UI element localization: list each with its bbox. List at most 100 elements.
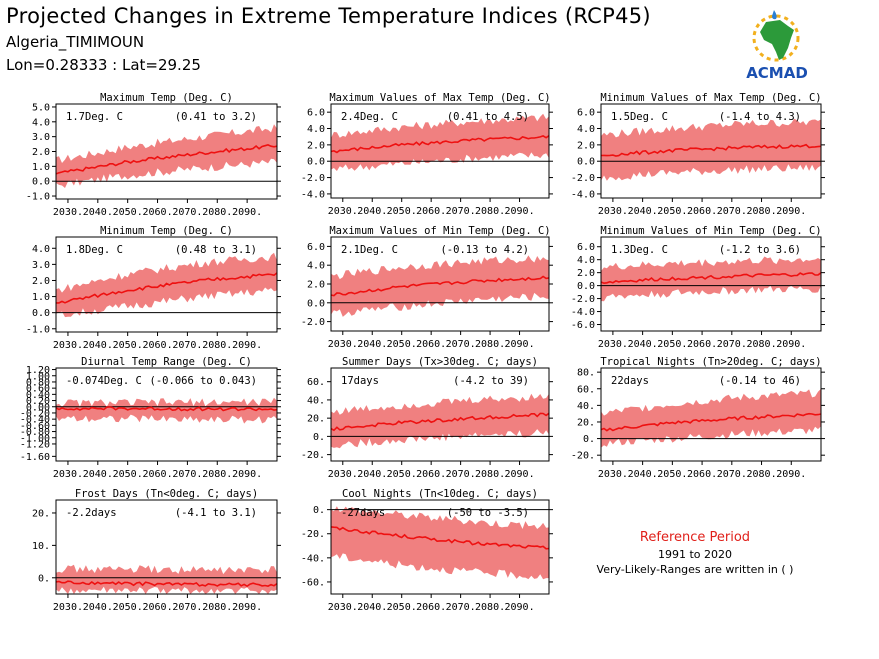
x-tick-label: 2080.	[202, 340, 232, 351]
mean-change-label: -27days	[341, 507, 385, 519]
y-tick-label: 2.0	[577, 268, 595, 279]
mean-series-line	[56, 272, 278, 304]
mean-series-line	[330, 526, 550, 550]
y-tick-label: 0.0	[577, 157, 595, 168]
y-tick-label: 2.0	[307, 280, 325, 291]
chart-panel: -20.0.20.40.60.80.2030. 2040. 2050. 2060. 20…	[571, 356, 825, 480]
y-tick-label: -2.0	[571, 173, 595, 184]
y-tick-label: 0.20	[26, 396, 50, 407]
x-tick-label: 2040.	[83, 340, 113, 351]
plot-frame	[600, 103, 822, 199]
chart-title: Frost Days (Tn<0deg. C; days)	[75, 488, 258, 500]
likely-range-label: (0.41 to 4.5)	[447, 111, 529, 123]
x-tick-label: 2030.	[53, 207, 83, 218]
y-tick-label: -4.0	[301, 189, 325, 200]
mean-change-label: 2.4Deg. C	[341, 111, 398, 123]
page-title: Projected Changes in Extreme Temperature…	[6, 4, 651, 28]
x-tick-label: 2090.	[504, 602, 534, 613]
x-tick-label: 2060.	[416, 602, 446, 613]
y-tick-label: -4.0	[571, 307, 595, 318]
mean-series-line	[55, 144, 278, 175]
x-tick-label: 2070.	[446, 602, 476, 613]
chart-title: Cool Nights (Tn<10deg. C; days)	[342, 488, 538, 500]
x-tick-label: 2040.	[83, 469, 113, 480]
x-tick-label: 2070.	[717, 206, 747, 217]
likely-range-label: (0.48 to 3.1)	[175, 244, 257, 256]
x-tick-label: 2090.	[504, 206, 534, 217]
x-tick-label: 2050.	[387, 469, 417, 480]
y-tick-label: 20.	[577, 417, 595, 428]
y-tick-label: 60.	[307, 377, 325, 388]
y-tick-label: 20.	[32, 508, 50, 519]
x-tick-label: 2040.	[83, 602, 113, 613]
y-tick-label: 0.40	[26, 390, 50, 401]
y-tick-label: 0.00	[26, 402, 50, 413]
x-tick-label: 2030.	[598, 206, 628, 217]
y-tick-label: 1.20	[26, 365, 50, 376]
x-tick-label: 2030.	[598, 469, 628, 480]
y-tick-label: 0.	[313, 505, 325, 516]
x-tick-label: 2090.	[232, 340, 262, 351]
x-tick-label: 2030.	[53, 469, 83, 480]
x-tick-label: 2030.	[328, 339, 358, 350]
ranges-note: Very-Likely-Ranges are written in ( )	[596, 563, 794, 576]
x-tick-label: 2060.	[416, 339, 446, 350]
mean-series-line	[330, 412, 550, 432]
mean-series-line	[600, 143, 822, 157]
y-tick-label: 0.0	[307, 298, 325, 309]
x-tick-label: 2090.	[232, 207, 262, 218]
mean-change-label: 2.1Deg. C	[341, 244, 398, 256]
plot-frame	[55, 499, 278, 595]
y-tick-label: -20.	[571, 451, 595, 462]
mean-change-label: 1.8Deg. C	[66, 244, 123, 256]
y-tick-label: 2.0	[32, 147, 50, 158]
y-tick-label: -2.0	[571, 294, 595, 305]
y-tick-label: 4.0	[32, 244, 50, 255]
x-tick-label: 2060.	[687, 206, 717, 217]
y-tick-label: 6.0	[577, 242, 595, 253]
uncertainty-band	[601, 388, 821, 448]
y-tick-label: 3.0	[32, 132, 50, 143]
y-tick-label: -0.20	[20, 408, 50, 419]
mean-change-label: 1.7Deg. C	[66, 111, 123, 123]
africa-map-icon	[760, 20, 794, 60]
y-tick-label: 2.0	[307, 140, 325, 151]
uncertainty-band	[601, 118, 821, 181]
uncertainty-band	[56, 252, 277, 318]
x-tick-label: 2060.	[142, 207, 172, 218]
x-tick-label: 2040.	[357, 469, 387, 480]
chart-panel: -4.0 -2.0 0.0 2.0 4.0 6.0 2030. 2040. 2050. 2060.…	[571, 92, 825, 217]
y-tick-label: 4.0	[577, 124, 595, 135]
x-tick-label: 2080.	[202, 207, 232, 218]
x-tick-label: 2060.	[142, 469, 172, 480]
x-tick-label: 2070.	[446, 339, 476, 350]
x-tick-label: 2080.	[475, 469, 505, 480]
x-tick-label: 2050.	[113, 602, 143, 613]
uncertainty-band	[56, 397, 277, 424]
y-tick-label: 10.	[32, 541, 50, 552]
y-tick-label: 40.	[307, 395, 325, 406]
x-tick-label: 2050.	[387, 602, 417, 613]
x-tick-label: 2030.	[598, 339, 628, 350]
x-tick-label: 2040.	[357, 206, 387, 217]
acmad-logo: ACMAD	[746, 10, 808, 82]
y-tick-label: -0.40	[20, 415, 50, 426]
x-tick-label: 2070.	[446, 469, 476, 480]
x-tick-label: 2050.	[657, 469, 687, 480]
likely-range-label: (-4.1 to 3.1)	[175, 507, 257, 519]
y-tick-label: 40.	[577, 401, 595, 412]
uncertainty-band	[601, 256, 821, 302]
y-tick-label: 6.0	[307, 242, 325, 253]
likely-range-label: (-50 to -3.5)	[447, 507, 529, 519]
y-tick-label: 4.0	[577, 255, 595, 266]
x-tick-label: 2040.	[628, 469, 658, 480]
x-tick-label: 2090.	[232, 602, 262, 613]
x-tick-label: 2060.	[687, 339, 717, 350]
y-tick-label: 6.0	[577, 108, 595, 119]
chart-title: Minimum Temp (Deg. C)	[100, 225, 233, 237]
y-tick-label: -1.60	[20, 452, 50, 463]
x-tick-label: 2090.	[776, 339, 806, 350]
x-tick-label: 2080.	[202, 469, 232, 480]
y-tick-label: 0.	[38, 573, 50, 584]
